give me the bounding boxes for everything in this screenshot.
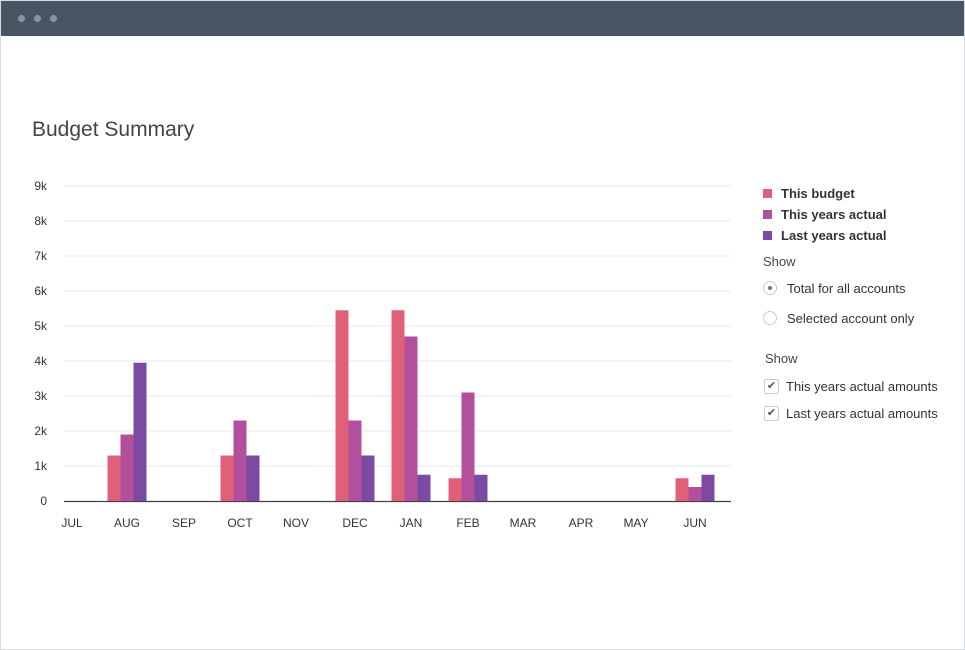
legend-label: This years actual (781, 207, 887, 222)
legend-swatch (763, 210, 772, 219)
legend-label: This budget (781, 186, 855, 201)
window-titlebar (1, 1, 964, 36)
legend-item-last-years-actual: Last years actual (763, 225, 963, 246)
checkbox-check-icon[interactable]: ✔ (764, 378, 779, 394)
checkbox-label[interactable]: Last years actual amounts (786, 405, 938, 421)
bar-last-years-actual (417, 474, 431, 501)
checkbox-label[interactable]: This years actual amounts (786, 378, 938, 394)
bar-last-years-actual (133, 362, 147, 501)
legend-swatch (763, 231, 772, 240)
x-tick-label: AUG (114, 516, 140, 530)
legend-label: Last years actual (781, 228, 887, 243)
bar-this-years-actual (348, 420, 362, 501)
x-tick-label: SEP (172, 516, 196, 530)
bar-last-years-actual (701, 474, 715, 501)
x-tick-label: MAR (510, 516, 537, 530)
bar-this-budget (220, 455, 234, 501)
y-tick-label: 7k (34, 249, 48, 263)
radio-label[interactable]: Total for all accounts (787, 280, 906, 296)
bar-this-budget (391, 310, 405, 501)
bar-last-years-actual (361, 455, 375, 501)
radio-button[interactable] (763, 281, 777, 295)
radio-total-accounts[interactable]: Total for all accounts (763, 278, 906, 298)
window-dot-icon[interactable] (18, 15, 25, 22)
x-tick-label: APR (569, 516, 594, 530)
bar-this-years-actual (688, 487, 702, 501)
x-tick-label: NOV (283, 516, 309, 530)
legend-item-this-budget: This budget (763, 183, 963, 204)
bar-this-budget (335, 310, 349, 501)
radio-selected-account[interactable]: Selected account only (763, 308, 914, 328)
bar-this-budget (675, 478, 689, 501)
legend-item-this-years-actual: This years actual (763, 204, 963, 225)
y-tick-label: 3k (34, 389, 48, 403)
y-tick-label: 0 (40, 494, 47, 508)
y-tick-label: 5k (34, 319, 48, 333)
y-tick-label: 9k (34, 179, 48, 193)
bar-this-years-actual (233, 420, 247, 501)
window-dot-icon[interactable] (50, 15, 57, 22)
bar-this-budget (448, 478, 462, 501)
x-tick-label: JAN (400, 516, 423, 530)
checkbox-last-years-actual[interactable]: ✔ Last years actual amounts (764, 403, 938, 423)
y-tick-label: 4k (34, 354, 48, 368)
x-tick-label: MAY (623, 516, 648, 530)
x-tick-label: JUN (683, 516, 706, 530)
y-tick-label: 6k (34, 284, 48, 298)
bar-this-years-actual (120, 434, 134, 501)
bar-this-years-actual (461, 392, 475, 501)
bar-this-budget (107, 455, 121, 501)
x-tick-label: JUL (61, 516, 83, 530)
radio-label[interactable]: Selected account only (787, 310, 915, 326)
x-tick-label: FEB (456, 516, 479, 530)
y-tick-label: 1k (34, 459, 48, 473)
window-dot-icon[interactable] (34, 15, 41, 22)
radio-button[interactable] (763, 311, 777, 325)
page-title: Budget Summary (32, 118, 195, 141)
chart-legend: This budget This years actual Last years… (763, 183, 963, 246)
bar-last-years-actual (246, 455, 260, 501)
x-tick-label: OCT (227, 516, 253, 530)
x-tick-label: DEC (342, 516, 368, 530)
y-tick-label: 8k (34, 214, 48, 228)
y-tick-label: 2k (34, 424, 48, 438)
bar-this-years-actual (404, 336, 418, 501)
show-amounts-group-label: Show (765, 351, 798, 366)
bar-last-years-actual (474, 474, 488, 501)
legend-swatch (763, 189, 772, 198)
checkbox-this-years-actual[interactable]: ✔ This years actual amounts (764, 376, 938, 396)
checkbox-check-icon[interactable]: ✔ (764, 405, 779, 421)
show-group-label: Show (763, 254, 796, 269)
